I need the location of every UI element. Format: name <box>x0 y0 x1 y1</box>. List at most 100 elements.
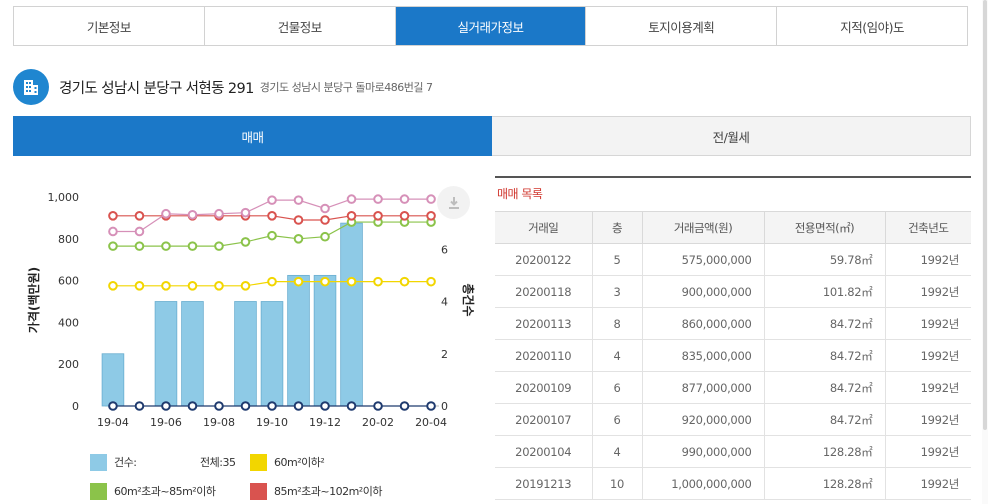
series-point[interactable] <box>293 215 304 225</box>
legend-series-85-102[interactable]: 85m²초과~102m²이하 <box>250 482 382 500</box>
series-point[interactable] <box>161 241 171 251</box>
series-point[interactable] <box>267 195 277 205</box>
count-bar[interactable] <box>260 301 284 407</box>
series-point[interactable] <box>267 276 277 287</box>
count-bar[interactable] <box>154 301 178 407</box>
series-point[interactable] <box>373 276 383 287</box>
series-point[interactable] <box>373 211 383 221</box>
series-point[interactable] <box>108 281 118 291</box>
series-point[interactable] <box>108 241 118 251</box>
series-point[interactable] <box>240 281 251 291</box>
tab-cadastral-map[interactable]: 지적(임야)도 <box>840 19 904 35</box>
series-point[interactable] <box>293 401 304 411</box>
series-point[interactable] <box>134 401 145 411</box>
series-point[interactable] <box>293 195 304 205</box>
series-point[interactable] <box>187 241 198 251</box>
series-point[interactable] <box>399 211 410 221</box>
series-point[interactable] <box>320 401 330 411</box>
series-point[interactable] <box>161 208 171 219</box>
y-tick-label-left: 600 <box>58 275 79 288</box>
series-point[interactable] <box>240 207 251 218</box>
series-point[interactable] <box>293 234 304 244</box>
tab-building-info[interactable]: 건물정보 <box>205 7 396 45</box>
cell-floor: 10 <box>591 467 642 500</box>
series-point[interactable] <box>134 211 145 221</box>
series-point[interactable] <box>240 401 251 411</box>
series-point[interactable] <box>346 194 357 204</box>
series-point[interactable] <box>240 237 251 247</box>
series-point[interactable] <box>426 194 436 204</box>
series-point[interactable] <box>161 281 171 291</box>
cell-price: 835,000,000 <box>641 339 764 372</box>
cell-price: 877,000,000 <box>641 371 764 404</box>
x-tick-label: 19-10 <box>256 416 288 429</box>
count-bar[interactable] <box>340 222 363 407</box>
table-row[interactable]: 20200110 4 835,000,000 84.72㎡ 1992년 <box>495 339 971 372</box>
count-bar[interactable] <box>287 274 310 407</box>
series-point[interactable] <box>214 401 224 411</box>
series-point[interactable] <box>293 276 304 287</box>
tab-basic-info[interactable]: 기본정보 <box>14 7 205 45</box>
series-point[interactable] <box>346 401 357 411</box>
table-row[interactable]: 20200113 8 860,000,000 84.72㎡ 1992년 <box>495 307 971 340</box>
count-bar[interactable] <box>313 274 337 407</box>
x-tick-label: 19-08 <box>203 416 235 429</box>
series-point[interactable] <box>399 194 410 204</box>
series-point[interactable] <box>320 231 330 242</box>
series-point[interactable] <box>187 209 198 220</box>
series-point[interactable] <box>346 276 357 287</box>
series-point[interactable] <box>108 211 118 221</box>
series-point[interactable] <box>346 211 357 221</box>
series-point[interactable] <box>426 211 436 221</box>
series-point[interactable] <box>267 401 277 411</box>
table-row[interactable]: 20200109 6 877,000,000 84.72㎡ 1992년 <box>495 371 971 404</box>
legend-count[interactable]: 건수: <box>90 453 137 471</box>
tab-sale[interactable]: 매매 <box>13 116 492 156</box>
series-point[interactable] <box>134 241 145 251</box>
series-point[interactable] <box>214 208 224 219</box>
series-point[interactable] <box>373 401 383 411</box>
table-row[interactable]: 20191213 10 1,000,000,000 128.28㎡ 1992년 <box>495 467 971 500</box>
cell-area: 101.82㎡ <box>763 275 885 308</box>
count-bar[interactable] <box>101 353 125 407</box>
series-point[interactable] <box>214 241 224 251</box>
x-tick-label: 20-04 <box>415 416 447 429</box>
series-point[interactable] <box>426 276 436 287</box>
count-bar[interactable] <box>234 301 257 407</box>
series-point[interactable] <box>399 401 410 411</box>
tab-lease-rent[interactable]: 전/월세 <box>492 116 971 156</box>
table-row[interactable]: 20200107 6 920,000,000 84.72㎡ 1992년 <box>495 403 971 436</box>
series-point[interactable] <box>187 401 198 411</box>
download-chart-button[interactable] <box>437 186 470 219</box>
series-point[interactable] <box>373 194 383 204</box>
download-icon <box>448 196 459 209</box>
sale-list-table: 거래일 층 거래금액(원) 전용면적(㎡) 건축년도 20200122 5 57… <box>495 211 971 500</box>
count-bar[interactable] <box>181 301 204 407</box>
series-point[interactable] <box>108 401 118 411</box>
series-point[interactable] <box>399 276 410 287</box>
x-tick-label: 19-06 <box>150 416 182 429</box>
cell-date: 20200109 <box>495 371 592 404</box>
table-row[interactable]: 20200104 4 990,000,000 128.28㎡ 1992년 <box>495 435 971 468</box>
cell-area: 84.72㎡ <box>763 307 885 340</box>
series-point[interactable] <box>187 281 198 291</box>
series-point[interactable] <box>267 230 277 241</box>
legend-series-60-85[interactable]: 60m²초과~85m²이하 <box>90 482 216 500</box>
series-point[interactable] <box>426 401 436 411</box>
series-point[interactable] <box>134 281 145 291</box>
cell-built-year: 1992년 <box>884 467 971 500</box>
series-point[interactable] <box>161 401 171 411</box>
series-point[interactable] <box>108 226 118 237</box>
series-point[interactable] <box>214 281 224 291</box>
page-scrollbar-thumb[interactable] <box>983 0 987 430</box>
tab-real-transaction-price[interactable]: 실거래가정보 <box>395 7 587 45</box>
tab-land-use-plan[interactable]: 토지이용계획 <box>586 7 778 45</box>
table-row[interactable]: 20200118 3 900,000,000 101.82㎡ 1992년 <box>495 275 971 308</box>
series-point[interactable] <box>320 203 330 214</box>
series-point[interactable] <box>267 211 277 221</box>
series-point[interactable] <box>134 226 145 237</box>
legend-series-60-under[interactable]: 60m²이하² <box>250 453 325 471</box>
table-row[interactable]: 20200122 5 575,000,000 59.78㎡ 1992년 <box>495 243 971 276</box>
series-point[interactable] <box>320 276 330 287</box>
series-point[interactable] <box>320 215 330 225</box>
